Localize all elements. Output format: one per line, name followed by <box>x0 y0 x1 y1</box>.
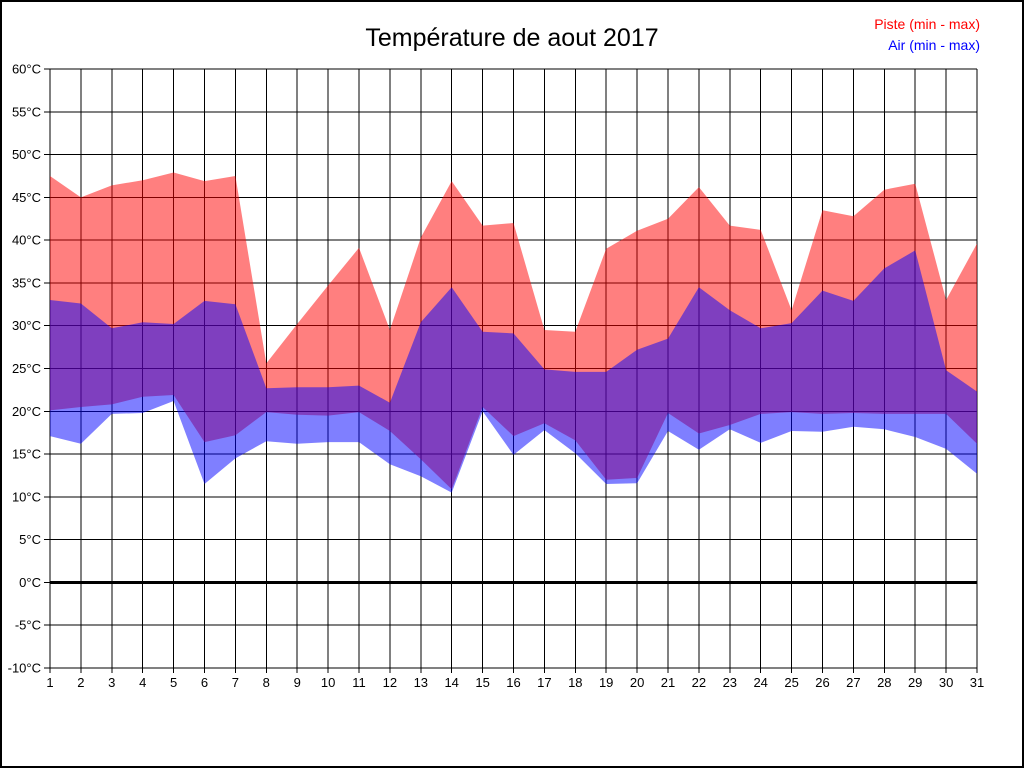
y-tick-label: 5°C <box>19 532 41 547</box>
x-tick-label: 17 <box>537 675 551 690</box>
x-tick-label: 6 <box>201 675 208 690</box>
x-tick-label: 25 <box>784 675 798 690</box>
x-tick-label: 21 <box>661 675 675 690</box>
y-tick-label: 0°C <box>19 575 41 590</box>
y-tick-label: -5°C <box>15 618 41 633</box>
air-band <box>50 250 977 493</box>
x-tick-label: 27 <box>846 675 860 690</box>
x-tick-label: 15 <box>475 675 489 690</box>
x-tick-label: 26 <box>815 675 829 690</box>
y-tick-label: 50°C <box>12 147 41 162</box>
y-tick-label: 15°C <box>12 447 41 462</box>
chart-title: Température de aout 2017 <box>365 24 659 52</box>
x-tick-label: 7 <box>232 675 239 690</box>
y-tick-label: 10°C <box>12 489 41 504</box>
legend-entry-air: Air (min - max) <box>888 37 980 53</box>
x-tick-label: 16 <box>506 675 520 690</box>
x-tick-label: 30 <box>939 675 953 690</box>
x-tick-label: 23 <box>723 675 737 690</box>
y-tick-label: 35°C <box>12 275 41 290</box>
x-tick-label: 14 <box>444 675 458 690</box>
x-tick-label: 28 <box>877 675 891 690</box>
x-tick-label: 3 <box>108 675 115 690</box>
x-tick-label: 13 <box>414 675 428 690</box>
x-tick-label: 8 <box>263 675 270 690</box>
x-tick-label: 24 <box>753 675 767 690</box>
x-tick-label: 29 <box>908 675 922 690</box>
y-axis-labels: 60°C 55°C 50°C 45°C 40°C 35°C 30°C 25°C 20°C 15°C… <box>8 62 41 676</box>
x-tick-label: 4 <box>139 675 146 690</box>
x-tick-label: 10 <box>321 675 335 690</box>
y-tick-label: 45°C <box>12 190 41 205</box>
x-tick-label: 11 <box>352 675 366 690</box>
x-tick-label: 31 <box>970 675 984 690</box>
x-tick-label: 1 <box>46 675 53 690</box>
y-tick-label: 40°C <box>12 233 41 248</box>
y-tick-label: 25°C <box>12 361 41 376</box>
x-tick-label: 18 <box>568 675 582 690</box>
y-tick-label: 30°C <box>12 318 41 333</box>
y-tick-label: 60°C <box>12 62 41 77</box>
x-tick-label: 9 <box>294 675 301 690</box>
x-tick-label: 2 <box>77 675 84 690</box>
legend-entry-piste: Piste (min - max) <box>874 16 980 32</box>
x-axis-labels: 1 2 3 4 5 6 7 8 9 10 11 12 13 14 15 16 17 18 19 20 21 22 23 24 2… <box>46 675 984 690</box>
x-tick-label: 19 <box>599 675 613 690</box>
x-tick-label: 20 <box>630 675 644 690</box>
y-tick-label: 55°C <box>12 104 41 119</box>
y-tick-label: -10°C <box>8 661 41 676</box>
x-tick-label: 22 <box>692 675 706 690</box>
legend: Piste (min - max) Air (min - max) <box>874 14 980 56</box>
y-tick-label: 20°C <box>12 404 41 419</box>
x-tick-label: 5 <box>170 675 177 690</box>
x-tick-label: 12 <box>383 675 397 690</box>
